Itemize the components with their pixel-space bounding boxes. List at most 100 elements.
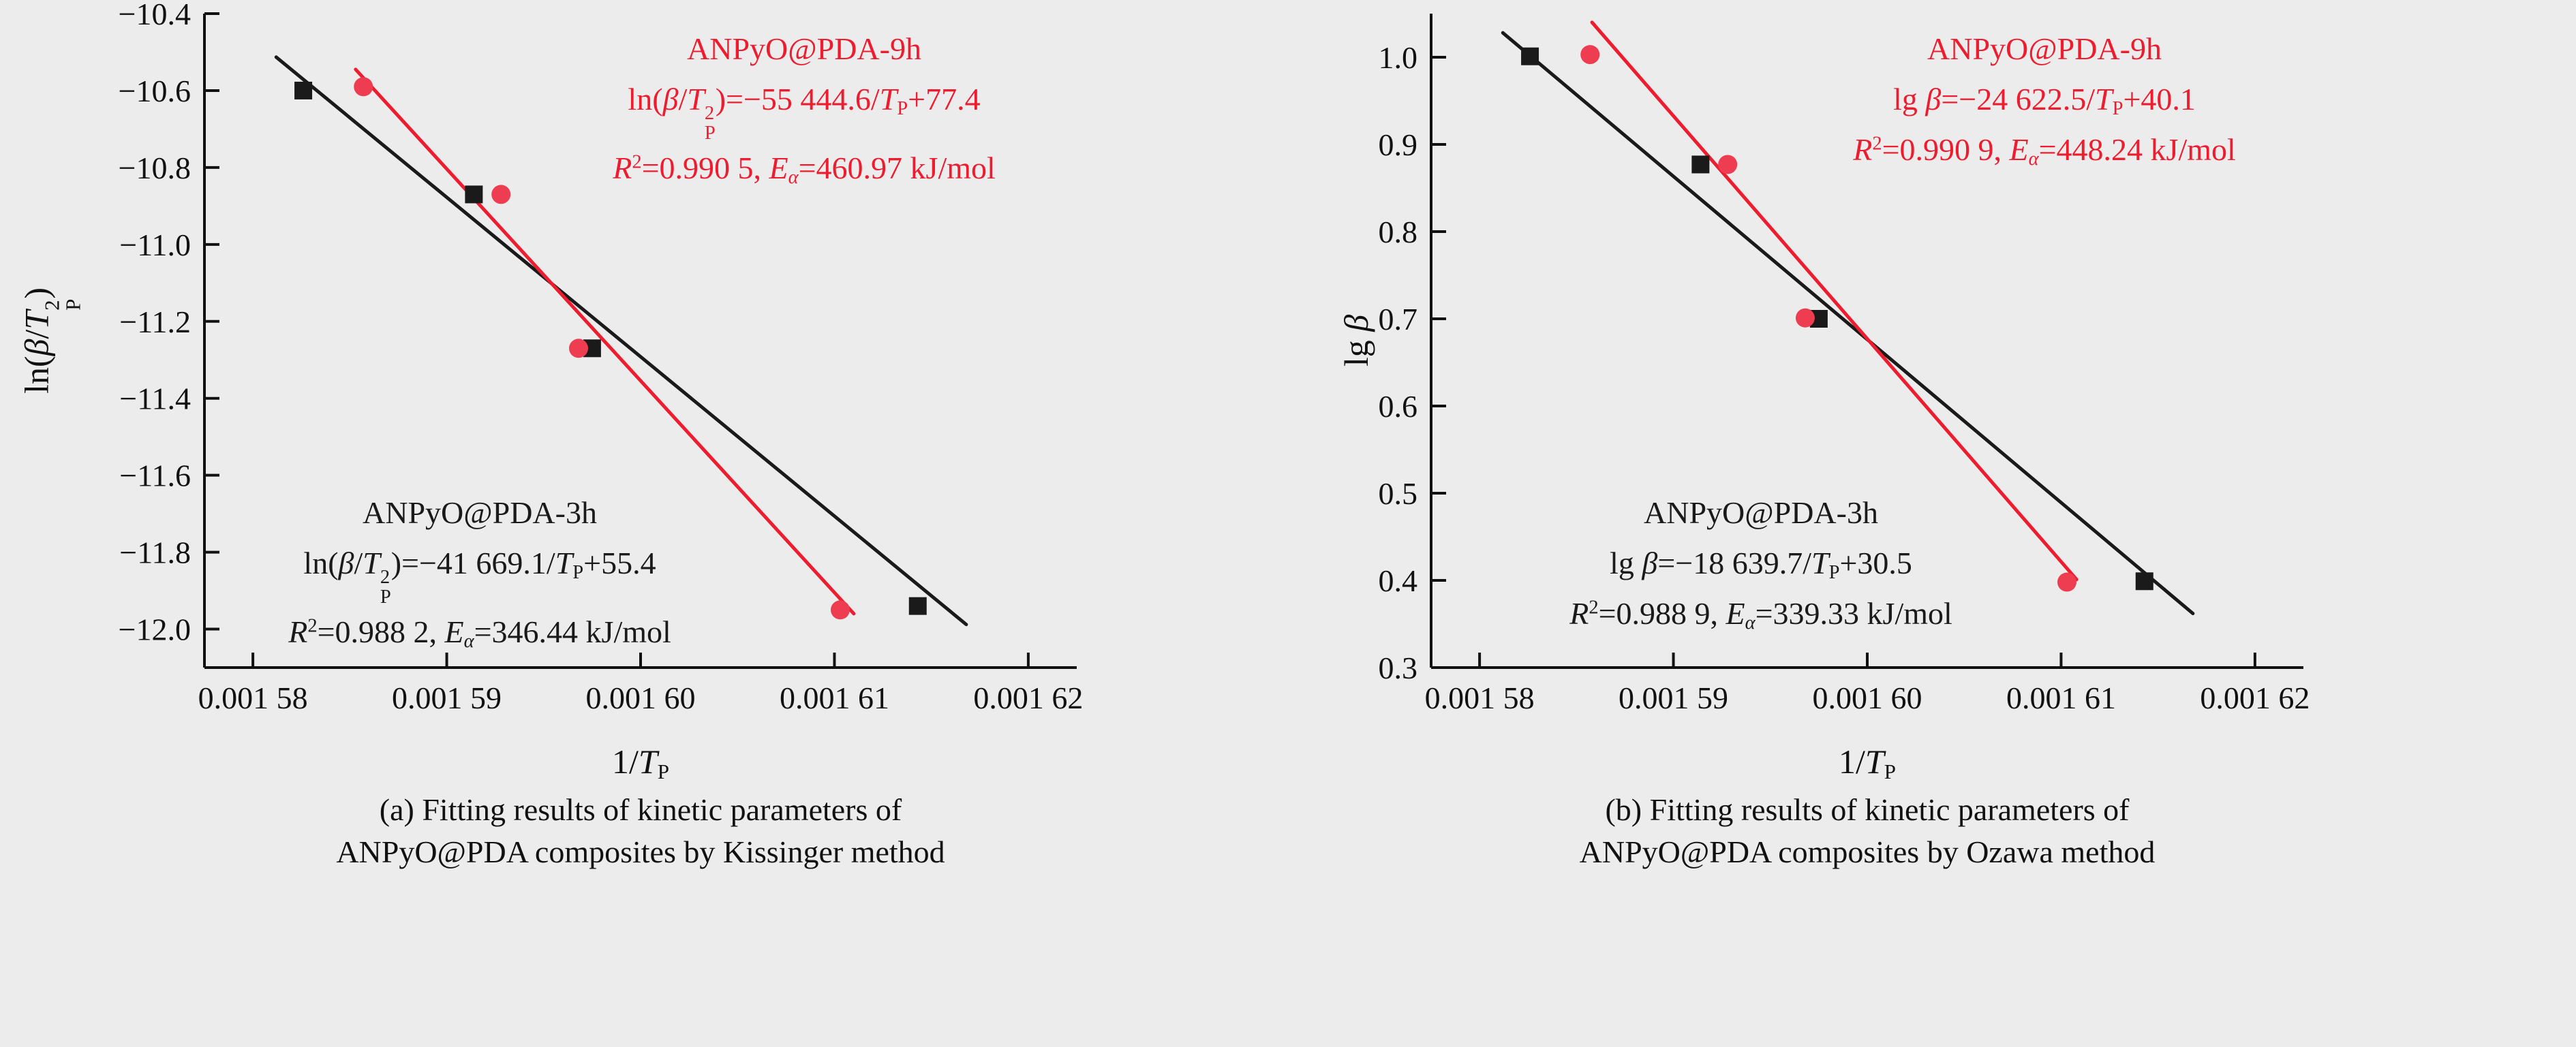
- text-run: lg: [1610, 546, 1642, 580]
- text-run: 2: [1872, 133, 1882, 155]
- text-run: α: [2028, 149, 2039, 170]
- text-run: ln(: [17, 356, 56, 394]
- y-tick-label: −10.4: [119, 0, 191, 31]
- caption-line: (b) Fitting results of kinetic parameter…: [1605, 792, 2130, 827]
- x-tick-label: 0.001 59: [392, 681, 502, 715]
- text-run: ANPyO@PDA-3h: [1644, 495, 1878, 530]
- y-tick-label: −10.8: [119, 151, 191, 185]
- y-tick-label: −11.4: [119, 381, 191, 416]
- text-run: P: [572, 562, 584, 584]
- x-tick-label: 0.001 62: [2200, 681, 2310, 715]
- x-axis-label: 1/TP: [612, 742, 669, 783]
- text-run: =460.97 kJ/mol: [798, 151, 996, 186]
- text-run: T: [2094, 82, 2113, 116]
- text-run: P: [2112, 98, 2123, 120]
- ozawa-plot: 0.001 58 0.001 59 0.001 60 0.001 61 0.001 62…: [1379, 14, 2310, 715]
- x-tick-label: 0.001 58: [198, 681, 308, 715]
- y-tick-label: 0.5: [1379, 476, 1418, 511]
- annotation-line: ANPyO@PDA-9h: [613, 24, 996, 74]
- annotation-line: ANPyO@PDA-3h: [1569, 488, 1952, 538]
- y-tick-label: −12.0: [119, 612, 191, 647]
- text-run: E: [769, 151, 788, 186]
- x-tick-label: 0.001 61: [780, 681, 889, 715]
- text-run: )=−41 669.1/: [390, 546, 555, 580]
- text-run: +77.4: [908, 82, 981, 116]
- data-point-square: [465, 185, 483, 204]
- text-run: ln(: [628, 82, 663, 116]
- text-run: 1/: [612, 743, 639, 781]
- text-run: R: [613, 151, 632, 186]
- annotation-9h: ANPyO@PDA-9h ln(β/T 2 P)=−55 444.6/TP+77.4 R…: [613, 24, 996, 193]
- text-run: T: [17, 310, 56, 330]
- x-axis-label: 1/TP: [1839, 742, 1896, 783]
- text-run: ): [17, 287, 56, 299]
- text-run: T: [1811, 546, 1829, 580]
- text-run: 2: [632, 151, 642, 173]
- annotation-line: lg β=−18 639.7/TP+30.5: [1569, 538, 1952, 589]
- y-tick-label: 0.9: [1379, 127, 1418, 162]
- annotation-3h: ANPyO@PDA-3h lg β=−18 639.7/TP+30.5 R2=0.9…: [1569, 488, 1952, 639]
- text-run: E: [1726, 596, 1745, 631]
- y-tick-label: 1.0: [1379, 40, 1418, 75]
- annotation-line: R2=0.988 2, Eα=346.44 kJ/mol: [288, 607, 671, 657]
- text-run: 1/: [1839, 743, 1865, 781]
- text-run: T: [638, 743, 658, 781]
- fit-line-9h: [354, 67, 856, 616]
- text-run: β: [662, 82, 679, 116]
- text-run: =0.990 9,: [1882, 132, 2010, 167]
- text-run: =0.988 2,: [317, 614, 445, 650]
- text-run: lg: [1337, 331, 1375, 367]
- text-run: ANPyO@PDA-9h: [687, 31, 921, 66]
- text-run: α: [1745, 612, 1755, 634]
- ozawa-chart-panel: 0.001 58 0.001 59 0.001 60 0.001 61 0.001 62…: [1288, 0, 2576, 1047]
- caption-b: (b) Fitting results of kinetic parameter…: [1580, 789, 2156, 873]
- x-tick-label: 0.001 59: [1619, 681, 1728, 715]
- annotation-line: R2=0.990 9, Eα=448.24 kJ/mol: [1853, 125, 2236, 175]
- text-run: ANPyO@PDA-9h: [1927, 31, 2162, 66]
- text-run: )=−55 444.6/: [715, 82, 880, 116]
- text-run: α: [788, 167, 799, 189]
- data-point-circle: [1795, 308, 1815, 328]
- text-run: R: [288, 614, 308, 650]
- text-run: β: [338, 546, 354, 580]
- text-run: P: [1884, 759, 1896, 783]
- data-point-square: [1691, 155, 1710, 174]
- text-run: P: [897, 98, 908, 120]
- fit-line-3h: [1501, 31, 2195, 616]
- y-tick-label: 0.3: [1379, 651, 1418, 685]
- x-tick-label: 0.001 60: [1813, 681, 1922, 715]
- y-tick-label: −11.2: [119, 304, 191, 339]
- fit-line-3h: [274, 55, 968, 627]
- caption-line: ANPyO@PDA composites by Kissinger method: [336, 834, 945, 869]
- y-axis-label: lg β: [1336, 315, 1376, 366]
- text-run: R: [1569, 596, 1589, 631]
- annotation-line: lg β=−24 622.5/TP+40.1: [1853, 74, 2236, 125]
- y-tick-label: 0.4: [1379, 563, 1418, 598]
- text-run: +30.5: [1839, 546, 1912, 580]
- text-run: 2: [307, 615, 318, 637]
- data-point-circle: [2057, 572, 2076, 592]
- text-run: β: [1337, 314, 1375, 332]
- text-run: T: [1865, 743, 1884, 781]
- data-point-circle: [354, 77, 373, 97]
- text-run: =448.24 kJ/mol: [2038, 132, 2236, 167]
- text-run: T: [363, 546, 380, 580]
- text-run: =0.990 5,: [641, 151, 769, 186]
- annotation-3h: ANPyO@PDA-3h ln(β/T 2 P)=−41 669.1/TP+55.4 R…: [288, 488, 671, 657]
- text-run: β: [1642, 546, 1658, 580]
- x-tick-label: 0.001 60: [586, 681, 696, 715]
- text-run: ln(: [303, 546, 339, 580]
- text-run: T: [879, 82, 898, 116]
- text-run: =−18 639.7/: [1657, 546, 1811, 580]
- data-point-circle: [1718, 155, 1738, 174]
- kissinger-chart-panel: 0.001 58 0.001 59 0.001 60 0.001 61 0.001 62…: [17, 0, 1084, 869]
- text-run: P: [657, 759, 669, 783]
- caption-line: ANPyO@PDA composites by Ozawa method: [1579, 834, 2156, 869]
- text-run: 2: [1589, 597, 1599, 619]
- text-run: =346.44 kJ/mol: [474, 614, 671, 650]
- text-run: R: [1853, 132, 1873, 167]
- text-run: lg: [1893, 82, 1926, 116]
- y-axis-label: ln(β/T 2 P): [17, 287, 85, 394]
- x-tick-label: 0.001 62: [973, 681, 1083, 715]
